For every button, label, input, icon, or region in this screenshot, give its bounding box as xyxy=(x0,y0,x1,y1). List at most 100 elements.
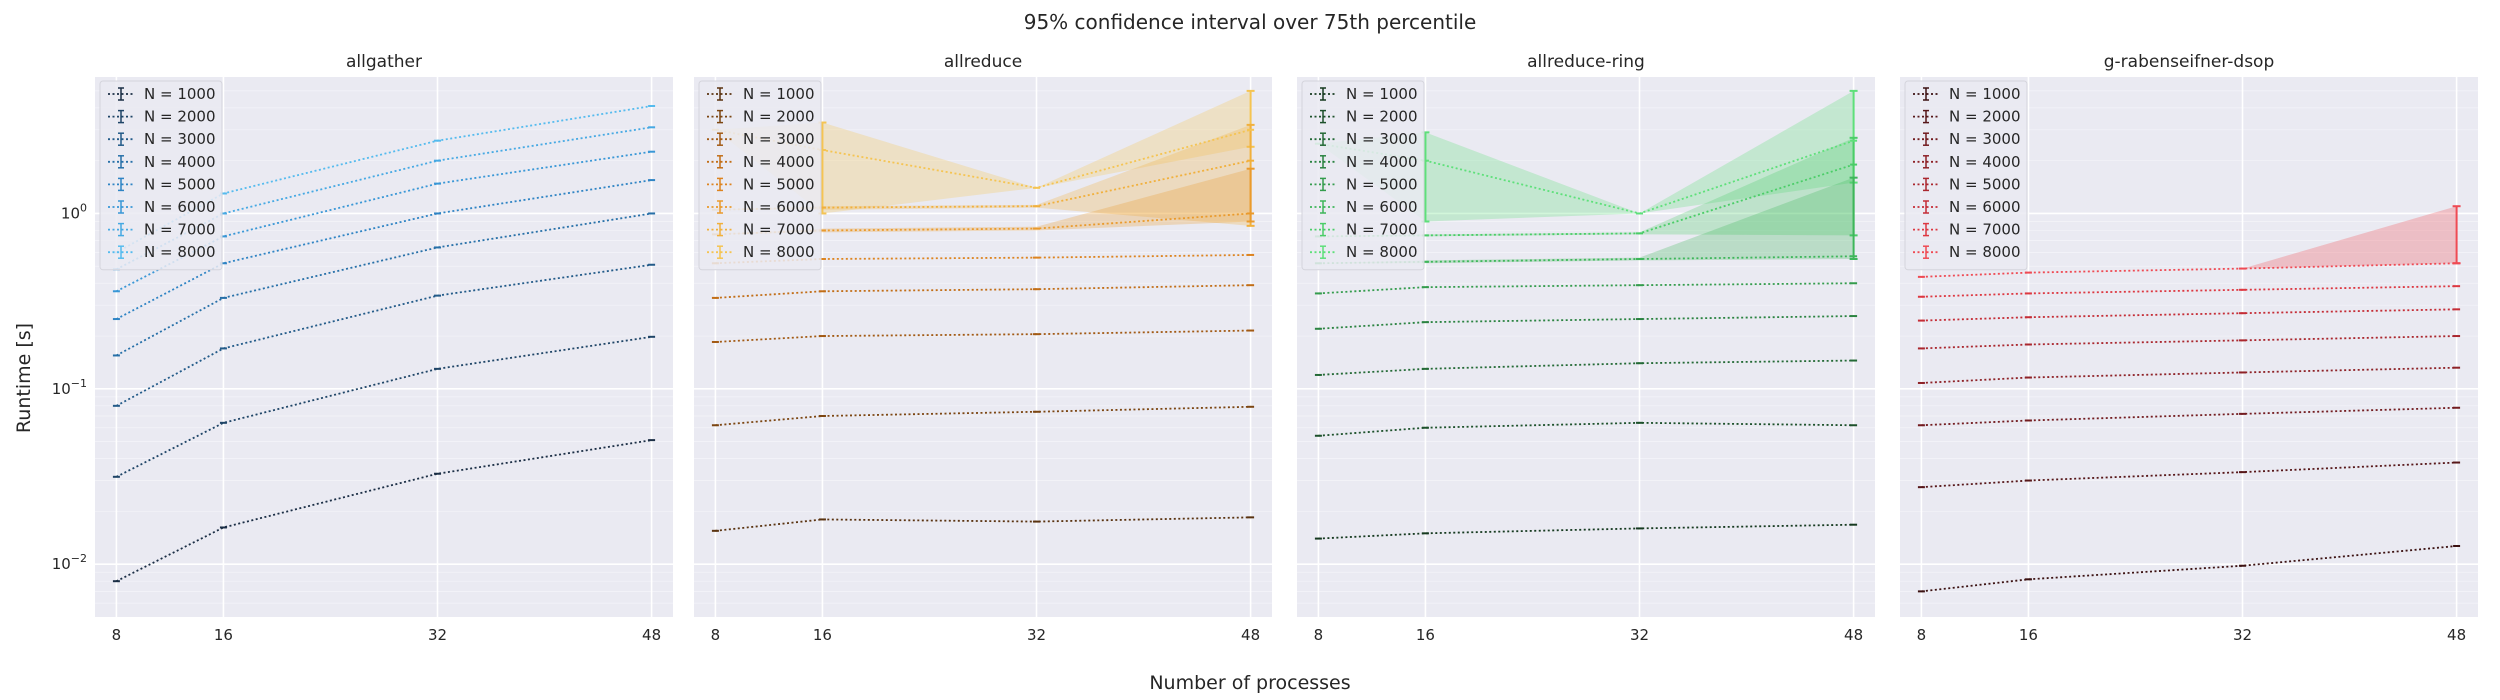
legend-label: N = 4000 xyxy=(743,153,815,171)
legend-frame xyxy=(698,80,822,271)
series-line xyxy=(1921,366,2457,384)
panel-title: allgather xyxy=(346,52,422,72)
series-line xyxy=(715,516,1251,532)
series-line xyxy=(115,212,652,357)
x-tick-label: 8 xyxy=(1917,626,1927,644)
legend-label: N = 8000 xyxy=(144,243,216,261)
legend-label: N = 5000 xyxy=(144,175,216,193)
legend-label: N = 2000 xyxy=(1346,108,1418,126)
x-tick-label: 16 xyxy=(214,626,233,644)
x-tick-label: 16 xyxy=(1416,626,1435,644)
series-line xyxy=(115,263,652,407)
figure-title: 95% confidence interval over 75th percen… xyxy=(1024,10,1477,34)
panel-title: allreduce-ring xyxy=(1527,52,1645,72)
chart-panel-1: 10−2 10−1 100 8 16 32 48 allgather N = 1000 N = 2… xyxy=(52,52,673,644)
legend-label: N = 1000 xyxy=(1949,85,2021,103)
series-line xyxy=(1921,335,2457,350)
legend-frame xyxy=(1301,80,1425,271)
x-tick-label: 48 xyxy=(642,626,661,644)
confidence-band xyxy=(1318,90,1854,222)
x-tick-label: 32 xyxy=(2233,626,2252,644)
series-line xyxy=(1318,523,1854,540)
legend-label: N = 4000 xyxy=(144,153,216,171)
legend: N = 1000 N = 2000 N = 3000 N = 4000 N = 5000… xyxy=(1301,80,1425,271)
panel-title: g-rabenseifner-dsop xyxy=(2104,52,2275,72)
confidence-band xyxy=(1318,137,1854,237)
legend-label: N = 2000 xyxy=(144,108,216,126)
legend-label: N = 8000 xyxy=(1346,243,1418,261)
y-tick-label: 100 xyxy=(61,201,87,222)
confidence-band xyxy=(1921,206,2457,277)
series-line xyxy=(1318,421,1854,437)
series-line xyxy=(1921,285,2457,298)
minor-gridlines xyxy=(1900,90,2478,604)
series-line xyxy=(715,254,1251,265)
series-line xyxy=(115,105,652,254)
x-tick-label: 48 xyxy=(2447,626,2466,644)
legend-label: N = 6000 xyxy=(1346,198,1418,216)
x-axis-label: Number of processes xyxy=(1149,672,1350,694)
series-line xyxy=(1921,461,2457,489)
legend-label: N = 3000 xyxy=(1346,130,1418,148)
y-tick-label: 10−1 xyxy=(52,377,87,398)
legend-label: N = 1000 xyxy=(1346,85,1418,103)
y-tick-label: 10−2 xyxy=(52,552,87,573)
x-tick-label: 8 xyxy=(1314,626,1324,644)
series-line xyxy=(715,405,1251,427)
x-tick-label: 48 xyxy=(1241,626,1260,644)
series-line xyxy=(715,329,1251,343)
legend-label: N = 5000 xyxy=(743,175,815,193)
series-line xyxy=(116,439,652,583)
legend-label: N = 1000 xyxy=(743,85,815,103)
legend-label: N = 7000 xyxy=(743,221,815,239)
legend-label: N = 8000 xyxy=(743,243,815,261)
minor-gridlines xyxy=(95,90,673,604)
legend-label: N = 2000 xyxy=(1949,108,2021,126)
legend-label: N = 3000 xyxy=(743,130,815,148)
legend-label: N = 7000 xyxy=(1949,221,2021,239)
legend-frame xyxy=(1904,80,2028,271)
legend: N = 1000 N = 2000 N = 3000 N = 4000 N = 5000… xyxy=(99,80,223,271)
series-line xyxy=(1318,315,1854,330)
confidence-band xyxy=(715,124,1251,226)
series-line xyxy=(715,284,1251,299)
x-tick-label: 16 xyxy=(813,626,832,644)
legend: N = 1000 N = 2000 N = 3000 N = 4000 N = 5000… xyxy=(698,80,822,271)
legend-label: N = 3000 xyxy=(1949,130,2021,148)
x-tick-label: 48 xyxy=(1844,626,1863,644)
series-line xyxy=(1921,262,2457,278)
x-tick-label: 16 xyxy=(2019,626,2038,644)
x-tick-label: 8 xyxy=(711,626,721,644)
legend-label: N = 1000 xyxy=(144,85,216,103)
legend-label: N = 7000 xyxy=(144,221,216,239)
legend-label: N = 2000 xyxy=(743,108,815,126)
legend-label: N = 6000 xyxy=(1949,198,2021,216)
panel-title: allreduce xyxy=(944,52,1022,72)
confidence-band xyxy=(1318,177,1854,264)
confidence-band xyxy=(715,168,1251,235)
chart-panels: 10−2 10−1 100 8 16 32 48 allgather N = 1000 N = 2… xyxy=(52,52,2478,644)
x-tick-label: 32 xyxy=(1027,626,1046,644)
chart-panel-4: 8 16 32 48 g-rabenseifner-dsop N = 1000 N = 20… xyxy=(1900,52,2478,644)
chart-panel-2: 8 16 32 48 allreduce N = 1000 N = 2000 N = 3000… xyxy=(694,52,1272,644)
legend-label: N = 4000 xyxy=(1949,153,2021,171)
confidence-band xyxy=(715,90,1251,214)
y-axis-label: Runtime [s] xyxy=(13,323,35,433)
series-line xyxy=(1318,163,1854,238)
legend-label: N = 6000 xyxy=(743,198,815,216)
series-line xyxy=(1921,308,2457,322)
series-line xyxy=(1921,406,2457,427)
legend-label: N = 4000 xyxy=(1346,153,1418,171)
series-line xyxy=(715,212,1251,236)
series-line xyxy=(1318,282,1854,295)
series-line xyxy=(1318,359,1854,376)
legend-label: N = 7000 xyxy=(1346,221,1418,239)
series-line xyxy=(115,179,652,320)
legend-label: N = 6000 xyxy=(144,198,216,216)
series-line xyxy=(116,335,652,478)
legend-label: N = 8000 xyxy=(1949,243,2021,261)
x-tick-label: 8 xyxy=(112,626,122,644)
legend: N = 1000 N = 2000 N = 3000 N = 4000 N = 5000… xyxy=(1904,80,2028,271)
x-tick-label: 32 xyxy=(428,626,447,644)
